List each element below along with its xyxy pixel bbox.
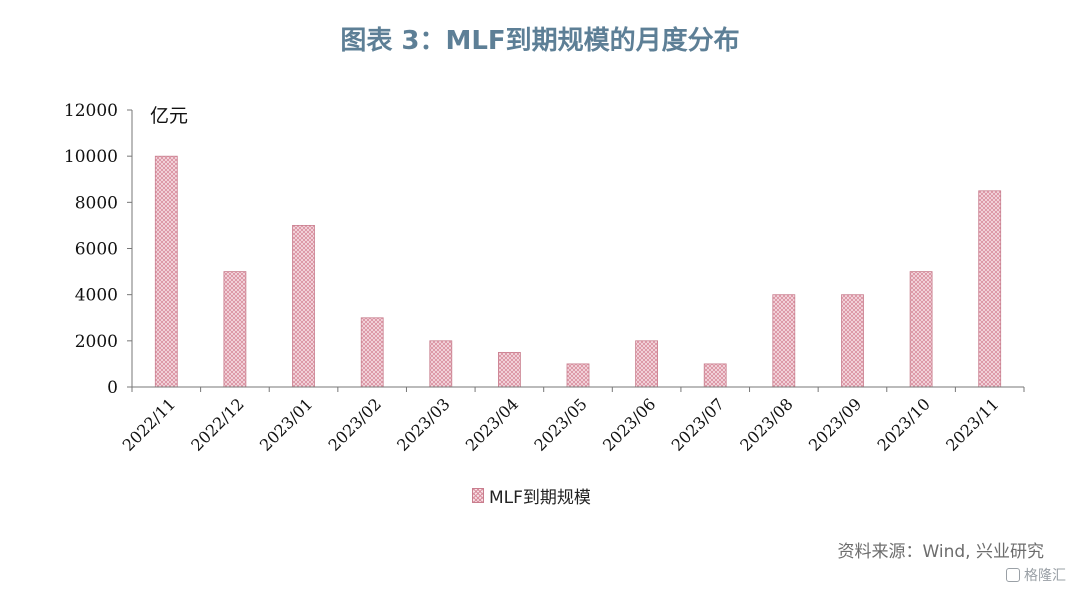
bar-2023/01 xyxy=(292,224,315,388)
y-tick-label: 2000 xyxy=(75,332,118,352)
x-tick-label: 2023/11 xyxy=(942,394,1002,454)
watermark-label: 格隆汇 xyxy=(1024,568,1066,584)
bar-2023/07 xyxy=(703,363,727,388)
x-axis: 2022/11 2022/12 2023/01 2023/02 2023/03 2023/… xyxy=(119,386,1025,455)
x-tick-label: 2023/10 xyxy=(873,394,933,454)
y-tick-label: 8000 xyxy=(75,193,118,213)
bar-2023/08 xyxy=(772,294,796,388)
x-tick-label: 2023/04 xyxy=(462,394,522,454)
x-tick-label: 2023/06 xyxy=(599,394,659,454)
y-axis: 0 2000 4000 6000 8000 10000 12000 xyxy=(64,101,133,398)
watermark: 格隆汇 xyxy=(1006,565,1066,585)
bar-2023/09 xyxy=(841,294,864,388)
chart-title: 图表 3：MLF到期规模的月度分布 xyxy=(340,26,740,56)
y-unit-label: 亿元 xyxy=(150,105,188,127)
x-tick-label: 2023/09 xyxy=(805,394,865,454)
y-tick-label: 4000 xyxy=(75,286,118,306)
y-tick-label: 6000 xyxy=(75,240,118,260)
bar-2023/06 xyxy=(635,340,658,388)
x-tick-label: 2023/03 xyxy=(393,394,453,454)
x-tick-label: 2023/02 xyxy=(325,394,385,454)
bar-2023/04 xyxy=(497,351,521,388)
bar-2023/11 xyxy=(978,190,1002,388)
bars-group xyxy=(154,155,1002,388)
y-tick-label: 0 xyxy=(107,378,118,398)
x-tick-label: 2023/08 xyxy=(736,394,796,454)
bar-2022/12 xyxy=(223,271,247,388)
x-tick-label: 2022/12 xyxy=(187,394,247,454)
source-note: 资料来源：Wind, 兴业研究 xyxy=(837,542,1044,562)
y-tick-label: 12000 xyxy=(64,101,118,121)
bar-2023/02 xyxy=(360,317,384,388)
bar-2023/03 xyxy=(429,340,453,388)
y-tick-label: 10000 xyxy=(64,147,118,167)
legend: MLF到期规模 xyxy=(472,483,591,508)
watermark-logo-icon xyxy=(1006,568,1020,582)
legend-label: MLF到期规模 xyxy=(489,487,591,508)
legend-swatch xyxy=(472,487,484,503)
bar-2023/05 xyxy=(566,363,590,388)
x-tick-label: 2023/01 xyxy=(256,394,316,454)
x-tick-label: 2023/05 xyxy=(530,394,590,454)
x-tick-label: 2022/11 xyxy=(119,394,179,454)
bar-2023/10 xyxy=(909,271,933,388)
bar-2022/11 xyxy=(154,155,178,388)
x-tick-label: 2023/07 xyxy=(668,394,728,454)
